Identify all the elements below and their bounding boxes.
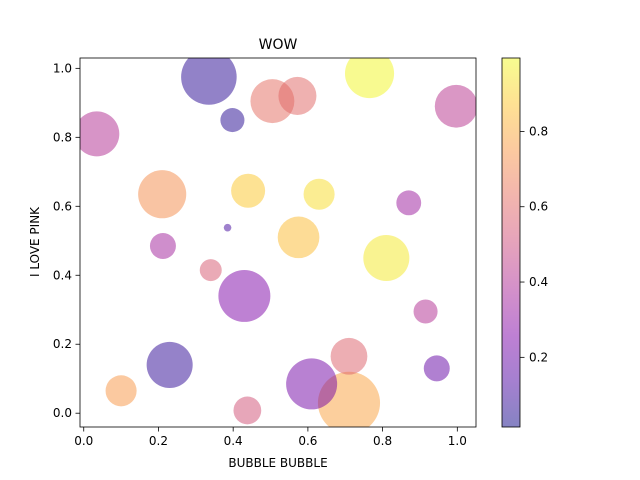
colorbar-frame: [501, 57, 521, 428]
colorbar-tick-label: 0.6: [529, 200, 548, 214]
y-tick-label: 0.4: [53, 268, 72, 282]
colorbar: 0.2 0.4 0.6 0.8: [501, 57, 548, 428]
bubble: [220, 108, 245, 133]
bubble: [363, 234, 410, 282]
bubble: [423, 355, 450, 382]
bubble: [149, 232, 176, 259]
bubble: [231, 173, 266, 208]
bubble: [278, 76, 317, 115]
bubble: [413, 299, 438, 324]
colorbar-tick-label: 0.4: [529, 275, 548, 289]
colorbar-tick-label: 0.2: [529, 350, 548, 364]
y-tick-label: 0.2: [53, 337, 72, 351]
x-tick-label: 0.2: [149, 434, 168, 448]
bubble: [105, 375, 137, 407]
y-axis-label: I LOVE PINK: [28, 206, 42, 277]
bubble: [199, 259, 222, 282]
y-tick-label: 0.0: [53, 406, 72, 420]
bubble: [344, 58, 395, 99]
colorbar-tick-label: 0.8: [529, 124, 548, 138]
bubble: [396, 190, 422, 216]
x-axis-label: BUBBLE BUBBLE: [228, 456, 327, 470]
x-tick-label: 1.0: [448, 434, 467, 448]
bubble: [146, 341, 193, 388]
x-axis: 0.0 0.2 0.4 0.6 0.8 1.0: [74, 427, 467, 448]
bubble: [434, 84, 476, 128]
y-tick-label: 0.6: [53, 199, 72, 213]
bubble: [218, 269, 271, 322]
y-tick-label: 0.8: [53, 130, 72, 144]
colorbar-gradient: [502, 58, 520, 427]
chart-title: WOW: [259, 37, 298, 53]
x-tick-label: 0.8: [373, 434, 392, 448]
bubble: [138, 170, 187, 219]
bubble: [181, 58, 237, 105]
plot-area-frame: [79, 57, 477, 428]
bubble: [223, 223, 232, 232]
x-tick-label: 0.0: [74, 434, 93, 448]
y-tick-label: 1.0: [53, 61, 72, 75]
bubble: [303, 178, 335, 210]
bubble-series: [80, 58, 476, 427]
bubble: [286, 358, 338, 410]
x-tick-label: 0.6: [298, 434, 317, 448]
bubble: [277, 216, 320, 259]
bubble: [80, 111, 120, 157]
x-tick-label: 0.4: [224, 434, 243, 448]
bubble: [330, 337, 368, 375]
bubble: [233, 396, 262, 425]
y-axis: 0.0 0.2 0.4 0.6 0.8 1.0: [53, 61, 80, 420]
